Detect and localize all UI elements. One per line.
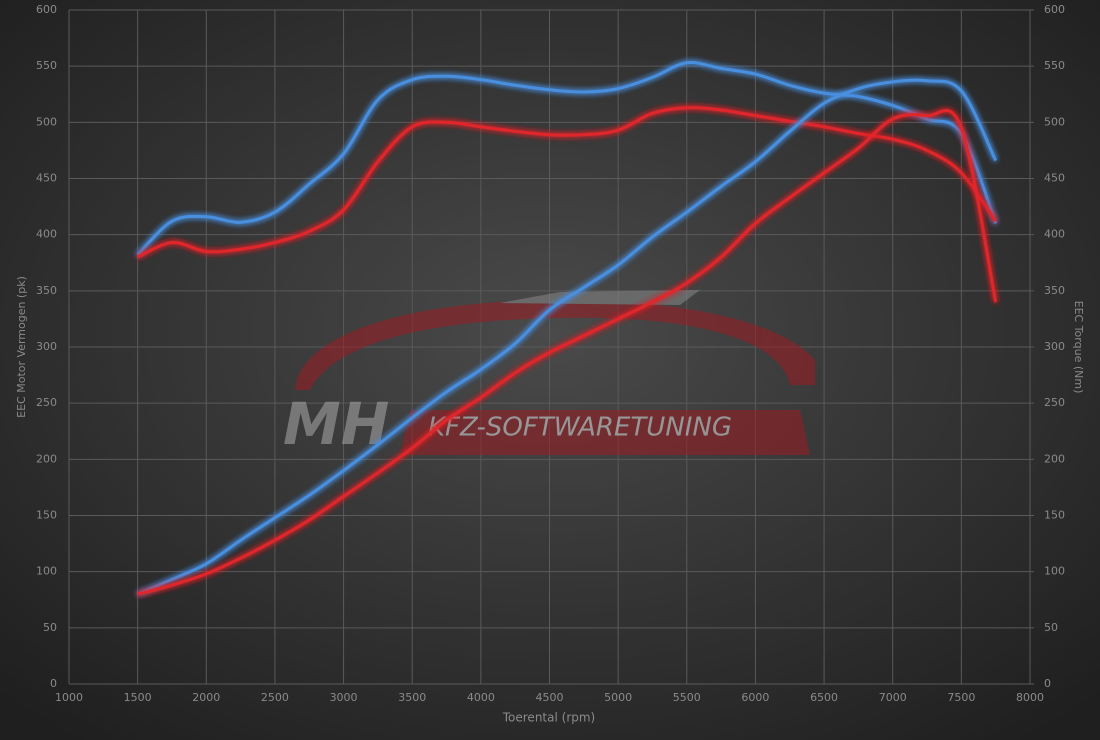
- y-tick-label: 200: [36, 452, 57, 465]
- y2-tick-label: 200: [1044, 452, 1065, 465]
- y2-tick-label: 250: [1044, 396, 1065, 409]
- y2-tick-label: 300: [1044, 340, 1065, 353]
- y2-tick-label: 350: [1044, 284, 1065, 297]
- y2-tick-label: 600: [1044, 3, 1065, 16]
- y2-tick-label: 150: [1044, 509, 1065, 522]
- grid: [68, 9, 1034, 685]
- y-tick-label: 50: [43, 621, 57, 634]
- y-tick-label: 400: [36, 228, 57, 241]
- y-tick-label: 350: [36, 284, 57, 297]
- y2-tick-label: 50: [1044, 621, 1058, 634]
- series-line: [137, 106, 997, 259]
- y2-tick-label: 550: [1044, 59, 1065, 72]
- x-tick-label: 1500: [124, 691, 152, 704]
- x-tick-label: 1000: [55, 691, 83, 704]
- x-tick-label: 6000: [741, 691, 769, 704]
- x-tick-label: 4500: [536, 691, 564, 704]
- x-tick-label: 3500: [398, 691, 426, 704]
- watermark-mh: MH: [283, 390, 389, 458]
- x-tick-label: 8000: [1016, 691, 1044, 704]
- x-tick-label: 3000: [330, 691, 358, 704]
- y2-tick-label: 450: [1044, 172, 1065, 185]
- y-tick-label: 600: [36, 3, 57, 16]
- x-tick-label: 7000: [879, 691, 907, 704]
- x-tick-label: 5500: [673, 691, 701, 704]
- y-tick-label: 300: [36, 340, 57, 353]
- watermark: MH KFZ-SOFTWARETUNING: [283, 290, 815, 458]
- y-tick-label: 0: [50, 677, 57, 690]
- series-line: [137, 78, 998, 596]
- x-tick-label: 6500: [810, 691, 838, 704]
- y2-tick-label: 400: [1044, 228, 1065, 241]
- y-tick-label: 100: [36, 565, 57, 578]
- series-line: [136, 61, 998, 256]
- x-tick-label: 4000: [467, 691, 495, 704]
- y2-tick-label: 100: [1044, 565, 1065, 578]
- x-tick-label: 7500: [947, 691, 975, 704]
- y2-tick-label: 500: [1044, 115, 1065, 128]
- watermark-text: KFZ-SOFTWARETUNING: [428, 413, 732, 443]
- y2-axis-label: EEC Torque (Nm): [1072, 301, 1085, 394]
- y-tick-label: 250: [36, 396, 57, 409]
- series-line: [137, 109, 998, 596]
- y-tick-label: 500: [36, 115, 57, 128]
- y-axis-label: EEC Motor Vermogen (pk): [15, 276, 28, 418]
- y-tick-label: 450: [36, 172, 57, 185]
- x-tick-label: 5000: [604, 691, 632, 704]
- y2-tick-label: 0: [1044, 677, 1051, 690]
- x-tick-label: 2000: [192, 691, 220, 704]
- x-tick-label: 2500: [261, 691, 289, 704]
- y-tick-label: 150: [36, 509, 57, 522]
- x-axis-label: Toerental (rpm): [502, 711, 595, 725]
- y-tick-label: 550: [36, 59, 57, 72]
